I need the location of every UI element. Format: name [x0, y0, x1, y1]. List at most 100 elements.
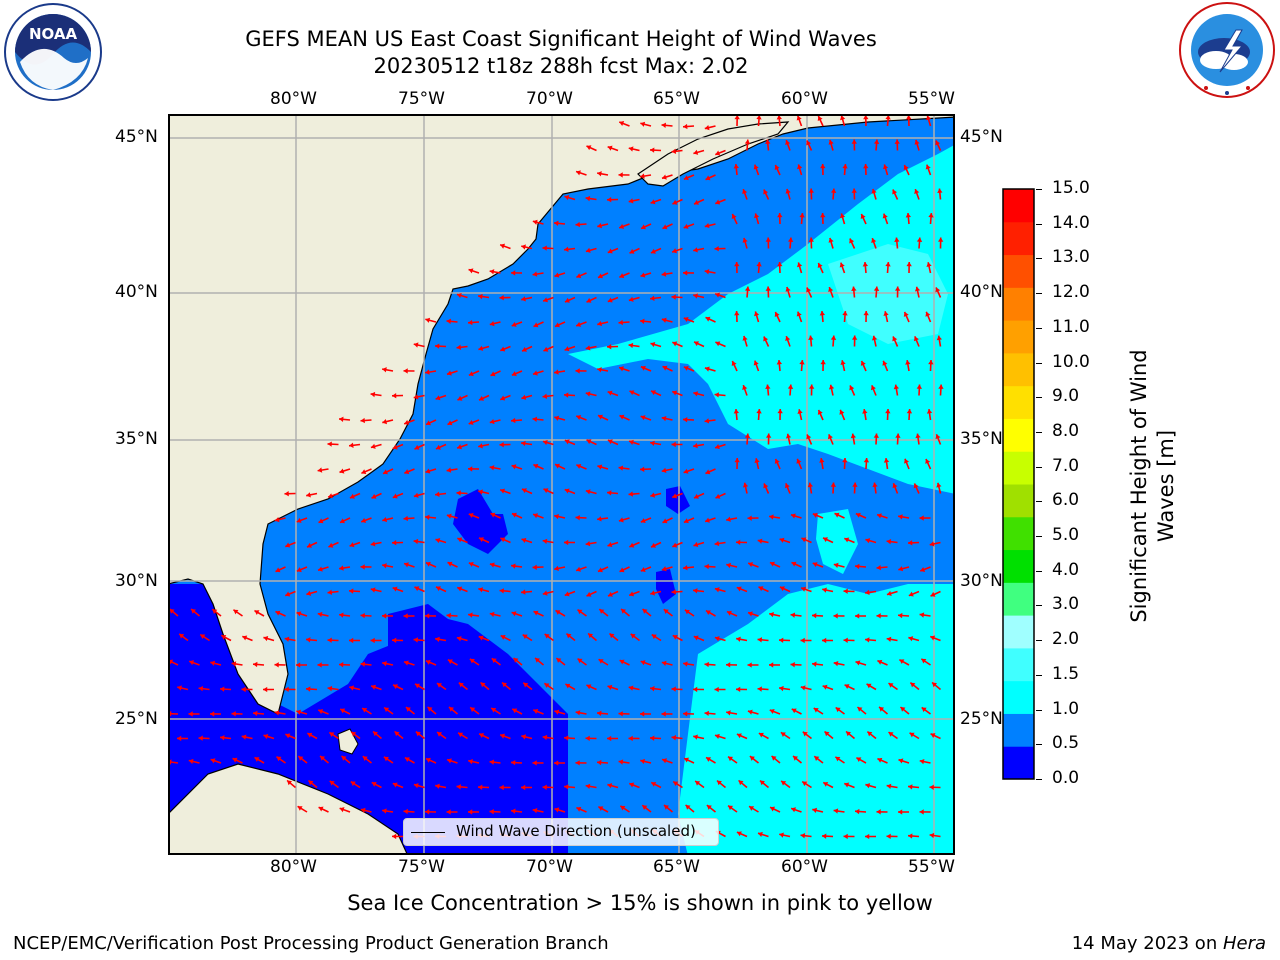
wave-arrow-head — [846, 731, 852, 737]
wave-arrow-head — [284, 491, 289, 497]
wave-arrow-head — [212, 609, 218, 614]
wave-arrow-head — [339, 518, 345, 524]
low-wave-patch-1 — [453, 489, 508, 554]
wave-arrow-head — [458, 682, 464, 688]
wave-arrow-head — [628, 735, 633, 742]
map-frame — [168, 114, 955, 855]
wave-arrow-head — [683, 468, 689, 474]
colorbar-segment — [1003, 746, 1034, 780]
wave-arrow-head — [715, 150, 721, 156]
wave-arrow-head — [425, 659, 431, 665]
wave-arrow-head — [651, 782, 657, 787]
wave-arrow-head — [672, 493, 678, 499]
wave-arrow-head — [522, 634, 528, 640]
lat-label-right-45n: 45°N — [960, 127, 1003, 147]
wave-arrow-head — [360, 661, 366, 667]
wave-arrow-head — [489, 269, 495, 275]
wave-arrow-head — [734, 311, 740, 316]
wave-arrow-head — [253, 661, 258, 668]
wave-arrow-head — [425, 757, 431, 763]
wave-arrow-head — [791, 807, 797, 813]
wave-arrow-head — [318, 709, 324, 715]
low-wave-area-bahamas — [388, 604, 568, 804]
wave-arrow-head — [349, 637, 354, 644]
wave-arrow-head — [937, 237, 944, 242]
wave-arrow-head — [413, 637, 418, 643]
wave-arrow-head — [188, 758, 194, 765]
lon-label-bottom-80w: 80°W — [270, 857, 317, 877]
wave-arrow-head — [607, 490, 612, 496]
wave-arrow-head — [693, 635, 699, 641]
wave-arrow-head — [575, 515, 580, 521]
wave-arrow-head — [500, 488, 506, 494]
wave-arrow-head — [425, 420, 431, 426]
wave-arrow-head — [532, 808, 538, 814]
wave-arrow-head — [555, 463, 560, 469]
lon-label-top-65w: 65°W — [653, 89, 700, 109]
wave-arrow-head — [586, 145, 592, 151]
wave-arrow-head — [759, 780, 765, 786]
wave-arrow-head — [576, 273, 582, 279]
wave-arrow-head — [936, 335, 942, 341]
wave-arrow-head — [661, 122, 667, 129]
colorbar-tick-label: 10.0 — [1052, 351, 1090, 372]
wave-arrow-head — [882, 213, 888, 219]
wave-arrow-head — [479, 537, 484, 543]
wave-arrow-head — [382, 563, 387, 569]
lon-label-bottom-70w: 70°W — [526, 857, 573, 877]
wave-arrow-head — [683, 417, 688, 423]
wave-arrow-head — [447, 561, 453, 567]
wave-arrow-head — [362, 756, 368, 761]
wave-arrow-head — [169, 659, 174, 665]
wave-arrow-head — [554, 369, 559, 375]
wave-arrow-head — [393, 684, 398, 690]
wave-arrow-head — [748, 562, 754, 568]
wave-arrow-head — [742, 189, 748, 195]
wave-arrow-head — [500, 635, 506, 640]
wave-arrow-head — [906, 262, 912, 267]
wave-arrow-head — [801, 586, 807, 592]
colorbar-tick-mark — [1036, 362, 1042, 364]
svg-text:NOAA: NOAA — [29, 25, 78, 43]
wave-arrow-head — [824, 731, 830, 737]
wave-arrow-head — [817, 263, 823, 268]
wave-arrow-head — [469, 658, 475, 664]
wave-arrow-head — [851, 286, 857, 292]
wave-arrow-head — [736, 539, 741, 546]
wave-arrow-head — [413, 342, 419, 348]
wave-arrow-head — [736, 831, 742, 837]
wave-arrow-head — [898, 566, 904, 572]
wave-arrow-head — [629, 248, 635, 254]
wave-arrow-head — [585, 391, 591, 397]
wave-arrow-head — [715, 733, 720, 740]
wave-arrow-head — [650, 440, 655, 446]
wave-arrow-head — [491, 708, 497, 713]
wave-arrow-head — [554, 415, 560, 421]
wave-arrow-head — [898, 514, 903, 520]
wave-arrow-head — [673, 781, 679, 787]
wave-arrow-head — [671, 294, 676, 300]
wave-arrow-head — [415, 683, 421, 689]
wave-arrow-head — [500, 243, 506, 249]
wave-arrow-head — [812, 512, 818, 518]
colorbar-tick-label: 5.0 — [1052, 525, 1080, 546]
wave-arrow-head — [446, 513, 452, 519]
wave-arrow-head — [828, 139, 834, 145]
wave-arrow-head — [532, 416, 538, 422]
wave-arrow-head — [329, 780, 335, 786]
wave-arrow-head — [403, 808, 408, 815]
wave-arrow-head — [926, 262, 932, 267]
wave-arrow-head — [456, 344, 462, 350]
wave-arrow-head — [779, 832, 784, 838]
wave-arrow-head — [276, 756, 282, 762]
wave-arrow-head — [554, 709, 560, 715]
wave-arrow-head — [436, 586, 441, 592]
lon-label-top-55w: 55°W — [908, 89, 955, 109]
wave-arrow-head — [705, 517, 710, 523]
wave-arrow-head — [663, 609, 669, 614]
wave-arrow-head — [908, 833, 913, 839]
wave-arrow-head — [763, 483, 769, 489]
wave-arrow-head — [241, 686, 246, 693]
wave-arrow-head — [350, 781, 356, 787]
wave-arrow-head — [296, 517, 302, 523]
